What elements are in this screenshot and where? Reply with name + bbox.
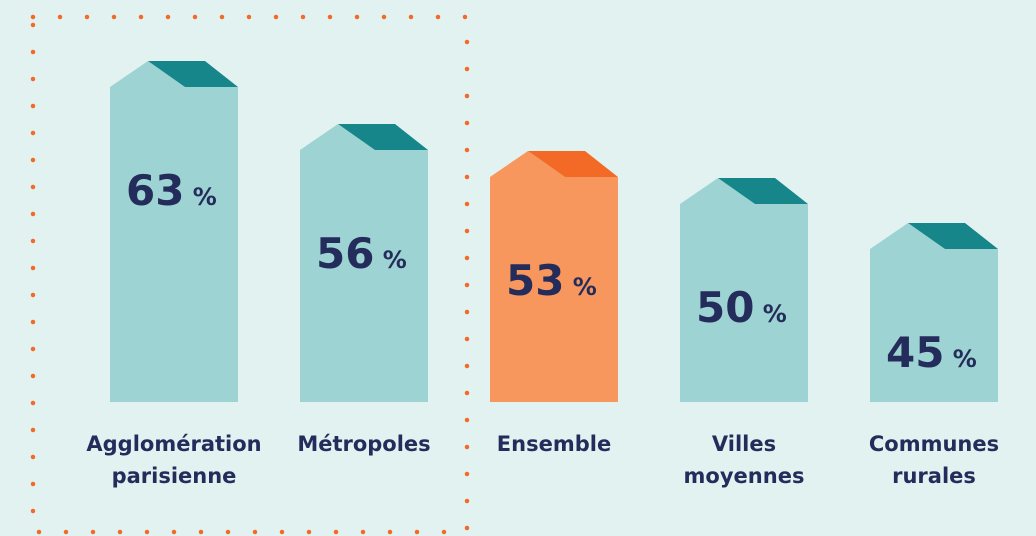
bar	[300, 124, 428, 402]
bar	[870, 223, 998, 402]
value-label: 45 %	[886, 328, 977, 377]
category-label: Métropoles	[297, 432, 431, 456]
bar-roof	[148, 61, 238, 87]
value-label: 56 %	[316, 229, 407, 278]
bar	[490, 151, 618, 402]
category-label: Ensemble	[496, 432, 612, 456]
category-label: Communes rurales	[868, 432, 1000, 488]
bar-roof	[908, 223, 998, 249]
bar	[680, 178, 808, 402]
category-label: Agglomération parisienne	[86, 432, 262, 488]
bar-roof	[528, 151, 618, 177]
category-label: Villes moyennes	[683, 432, 805, 488]
bar	[110, 61, 238, 402]
highlight-frame	[30, 14, 470, 535]
value-label: 50 %	[696, 283, 787, 332]
value-label: 53 %	[506, 256, 597, 305]
value-label: 63 %	[126, 166, 217, 215]
bar-roof	[338, 124, 428, 150]
bar-roof	[718, 178, 808, 204]
